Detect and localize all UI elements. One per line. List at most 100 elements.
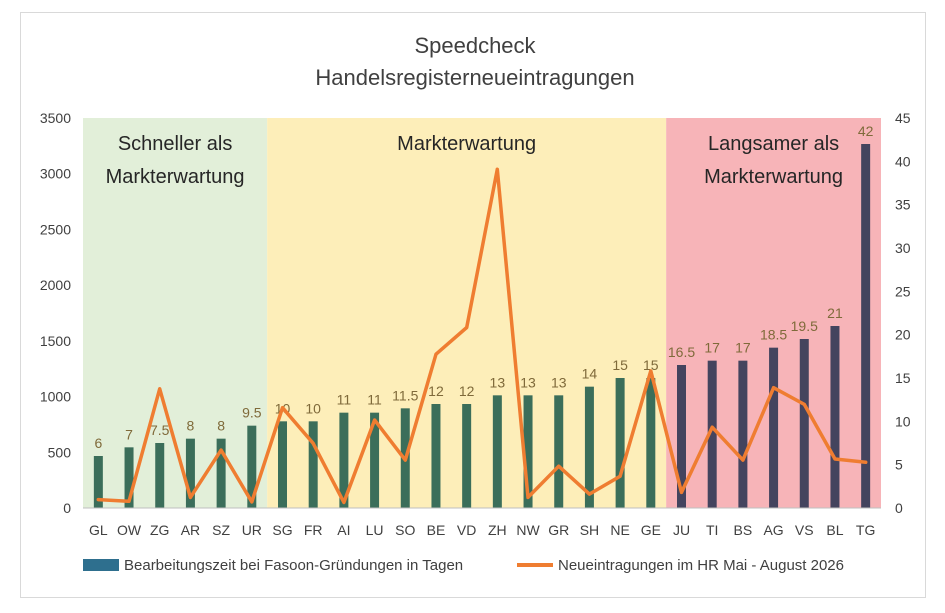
x-tick-label: BS: [734, 522, 753, 538]
y-left-tick-label: 3500: [40, 110, 71, 126]
x-tick-label: TG: [856, 522, 875, 538]
bar: [247, 425, 257, 508]
bar: [677, 365, 686, 508]
x-tick-label: BL: [826, 522, 843, 538]
x-tick-label: JU: [673, 522, 690, 538]
x-tick-label: AI: [337, 522, 350, 538]
bar-value-label: 12: [428, 383, 444, 399]
line-point: [864, 460, 868, 464]
y-right-tick-label: 45: [895, 110, 911, 126]
bar-value-label: 11.5: [392, 387, 418, 403]
x-tick-label: OW: [117, 522, 142, 538]
bar-value-label: 8: [187, 418, 195, 434]
bar-value-label: 42: [858, 123, 874, 139]
bar-value-label: 16.5: [668, 344, 695, 360]
line-point: [342, 500, 346, 504]
y-left-tick-label: 1000: [40, 389, 71, 405]
line-point: [680, 490, 683, 494]
y-right-tick-label: 5: [895, 457, 903, 473]
bar-value-label: 18.5: [760, 327, 787, 343]
line-point: [557, 464, 561, 468]
bar: [707, 360, 717, 508]
bar-value-label: 15: [643, 357, 659, 373]
line-point: [618, 474, 622, 478]
bar: [861, 144, 871, 508]
y-left-tick-label: 0: [63, 500, 71, 516]
bar: [155, 443, 165, 508]
x-tick-label: SO: [395, 522, 415, 538]
speedcheck-chart: Speedcheck Handelsregisterneueintragunge…: [40, 33, 911, 574]
bar: [370, 412, 380, 508]
line-point: [772, 386, 776, 390]
legend-label-line: Neueintragungen im HR Mai - August 2026: [558, 557, 844, 574]
line-point: [526, 495, 530, 499]
line-point: [281, 406, 284, 410]
x-tick-label: GR: [548, 522, 569, 538]
bar-value-label: 9.5: [242, 405, 262, 421]
bar-value-label: 19.5: [791, 318, 818, 334]
x-tick-label: BE: [427, 522, 446, 538]
x-tick-label: SH: [580, 522, 599, 538]
bar-value-label: 7: [125, 426, 133, 442]
bar: [339, 412, 349, 508]
line-point: [465, 325, 469, 329]
line-point: [250, 500, 254, 504]
x-tick-label: AR: [181, 522, 200, 538]
legend-label-bars: Bearbeitungszeit bei Fasoon-Gründungen i…: [124, 557, 463, 574]
bar-value-label: 8: [217, 418, 225, 434]
line-point: [495, 167, 499, 171]
x-tick-label: UR: [242, 522, 262, 538]
y-left-tick-label: 500: [48, 444, 72, 460]
chart-subtitle: Handelsregisterneueintragungen: [315, 65, 634, 90]
bar: [738, 360, 748, 508]
bar: [278, 421, 287, 508]
line-point: [649, 369, 653, 373]
bar: [830, 326, 840, 508]
bar: [523, 395, 533, 508]
series-line: [96, 167, 868, 505]
bar: [124, 447, 134, 508]
x-tick-label: GL: [89, 522, 108, 538]
x-tick-label: TI: [706, 522, 718, 538]
x-tick-label: SZ: [212, 522, 230, 538]
zone-label: Markterwartung: [397, 133, 536, 155]
zone-label: Markterwartung: [704, 166, 843, 188]
bar: [185, 438, 195, 508]
line-point: [127, 499, 131, 503]
x-tick-label: ZG: [150, 522, 169, 538]
chart-frame: Speedcheck Handelsregisterneueintragunge…: [20, 12, 926, 598]
bar: [462, 404, 472, 508]
x-tick-label: ZH: [488, 522, 507, 538]
zone-label: Markterwartung: [106, 166, 245, 188]
line-point: [587, 492, 591, 496]
bar: [308, 421, 318, 508]
y-left-tick-label: 2000: [40, 277, 71, 293]
line-point: [373, 418, 377, 422]
y-right-tick-label: 20: [895, 327, 911, 343]
chart-title: Speedcheck: [414, 33, 536, 58]
line-point: [96, 498, 100, 502]
line-point: [188, 495, 192, 499]
x-tick-label: NW: [516, 522, 540, 538]
bar: [646, 378, 656, 508]
bar-value-label: 14: [582, 366, 598, 382]
bar-value-label: 11: [367, 392, 382, 408]
zone-label: Schneller als: [118, 133, 233, 155]
y-right-tick-label: 15: [895, 370, 911, 386]
x-tick-label: VS: [795, 522, 814, 538]
legend: Bearbeitungszeit bei Fasoon-Gründungen i…: [83, 557, 844, 574]
bar-value-label: 15: [612, 357, 628, 373]
bar-value-label: 17: [704, 340, 720, 356]
bar-value-label: 13: [520, 374, 536, 390]
bar-value-label: 7.5: [150, 422, 170, 438]
bar-value-label: 21: [827, 305, 843, 321]
line-point: [219, 448, 223, 452]
bar-value-label: 11: [337, 392, 352, 408]
line-point: [158, 387, 162, 391]
x-tick-label: SG: [272, 522, 292, 538]
x-tick-label: GE: [641, 522, 661, 538]
bar: [799, 339, 809, 508]
bar-value-label: 17: [735, 340, 751, 356]
bar: [216, 438, 226, 508]
line-point: [833, 457, 837, 461]
